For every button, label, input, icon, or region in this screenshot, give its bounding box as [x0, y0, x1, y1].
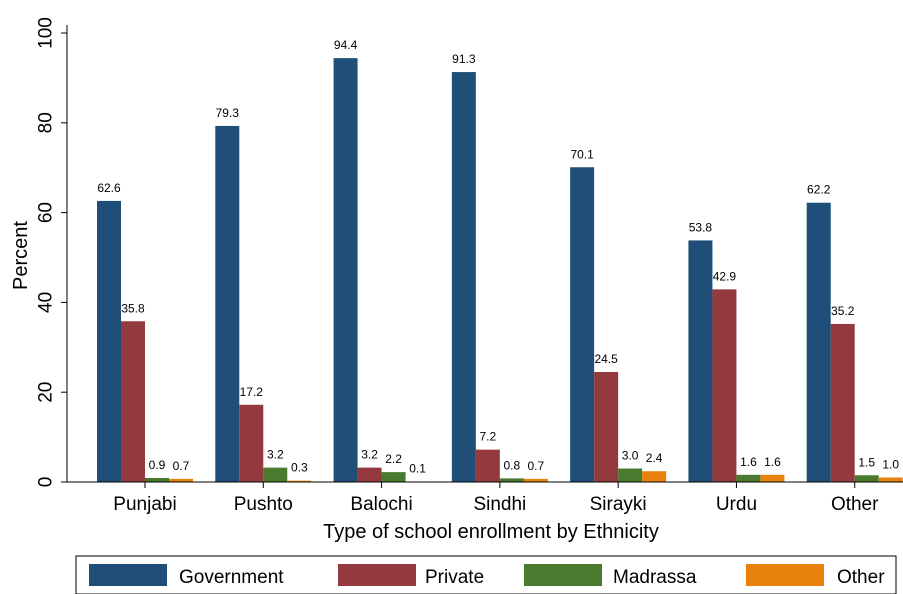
bar	[97, 200, 121, 482]
bar-value-label: 0.1	[409, 462, 426, 476]
x-category-label: Pushto	[234, 494, 293, 515]
bar	[499, 478, 524, 482]
x-axis-title: Type of school enrollment by Ethnicity	[323, 521, 659, 543]
bar-value-label: 79.3	[216, 106, 240, 120]
y-tick-label: 40	[36, 292, 57, 313]
bar-value-label: 35.8	[121, 301, 145, 315]
bar	[878, 477, 903, 482]
x-category-label: Other	[831, 494, 879, 515]
bar	[239, 404, 264, 482]
legend-label: Other	[837, 567, 885, 588]
bars	[97, 58, 903, 483]
x-axis: Punjabi Pushto Balochi Sindhi Sirayki Urdu Oth…	[67, 481, 903, 515]
y-tick-label: 80	[36, 112, 57, 133]
bar-value-label: 7.2	[480, 430, 497, 444]
bar	[263, 467, 288, 482]
bar-value-label: 2.2	[385, 452, 402, 466]
x-category-label: Punjabi	[113, 494, 176, 515]
bar-value-label: 24.5	[594, 352, 618, 366]
y-tick-label: 100	[36, 17, 57, 49]
bar	[594, 371, 619, 482]
x-category-label: Sirayki	[590, 494, 647, 515]
bar	[121, 321, 145, 482]
legend: Government Private Madrassa Other	[75, 555, 897, 594]
bar	[830, 323, 855, 482]
bar-value-label: 91.3	[452, 52, 476, 66]
bar-value-label: 62.6	[97, 181, 121, 195]
bar	[760, 474, 785, 482]
x-category-label: Urdu	[716, 494, 757, 515]
data-labels: 62.6 35.8 0.9 0.7 79.3 17.2 3.2 0.3 94.4 3.2 2.2 0.…	[97, 38, 899, 475]
y-tick-label: 60	[36, 202, 57, 223]
bar-value-label: 62.2	[807, 183, 831, 197]
bar-value-label: 1.0	[882, 458, 899, 472]
bar-value-label: 0.7	[528, 459, 545, 473]
bar-value-label: 0.3	[291, 461, 308, 475]
bar-value-label: 42.9	[713, 269, 737, 283]
bar	[475, 449, 500, 482]
bar	[618, 468, 643, 482]
x-category-label: Sindhi	[473, 494, 526, 515]
bar	[287, 480, 312, 482]
bar-value-label: 70.1	[570, 147, 594, 161]
bar	[169, 478, 193, 482]
legend-swatch	[524, 564, 602, 586]
bar-value-label: 1.6	[764, 455, 781, 469]
bar-value-label: 94.4	[334, 38, 358, 52]
legend-label: Madrassa	[613, 567, 697, 588]
bar-value-label: 2.4	[646, 451, 663, 465]
x-category-label: Balochi	[350, 494, 412, 515]
bar-value-label: 1.5	[858, 455, 875, 469]
bar-value-label: 3.2	[361, 448, 378, 462]
legend-swatch	[89, 564, 167, 586]
bar-value-label: 3.0	[622, 449, 639, 463]
y-tick-label: 20	[36, 382, 57, 403]
legend-box	[75, 555, 897, 594]
bar	[736, 474, 761, 482]
legend-swatch	[746, 564, 824, 586]
bar-value-label: 35.2	[831, 304, 855, 318]
y-tick-label: 0	[36, 477, 57, 488]
bar-value-label: 1.6	[740, 455, 757, 469]
bar-value-label: 0.7	[173, 459, 190, 473]
bar	[854, 475, 879, 482]
bar	[688, 240, 713, 482]
legend-swatch	[338, 564, 416, 586]
bar	[451, 72, 476, 483]
bar	[145, 477, 169, 482]
bar-value-label: 53.8	[689, 220, 713, 234]
y-axis-title: Percent	[10, 221, 32, 290]
bar	[215, 125, 240, 483]
bar	[642, 471, 667, 482]
bar-value-label: 0.9	[149, 458, 166, 472]
bar	[357, 467, 382, 482]
bar-value-label: 0.8	[504, 458, 521, 472]
bar-value-label: 3.2	[267, 448, 284, 462]
bar	[712, 289, 737, 482]
bar	[523, 478, 548, 482]
bar	[381, 472, 406, 482]
bar	[806, 202, 831, 483]
bar-value-label: 17.2	[240, 385, 264, 399]
bar	[333, 58, 358, 482]
legend-label: Private	[425, 567, 484, 588]
legend-label: Government	[179, 567, 284, 588]
y-axis: 0 20 40 60 80 100	[36, 17, 68, 488]
bar	[570, 167, 595, 482]
